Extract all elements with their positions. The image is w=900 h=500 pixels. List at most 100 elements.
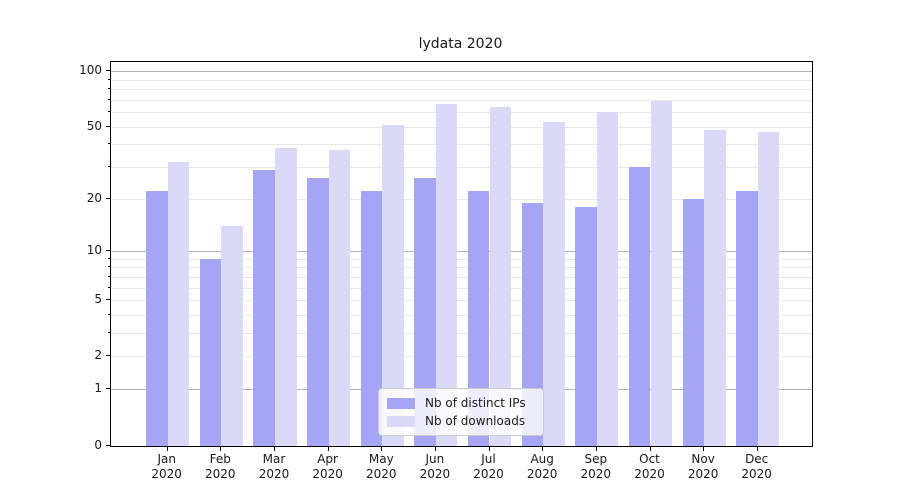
month-name: Nov [691,451,715,466]
bar-distinct-ips [360,191,383,446]
x-axis-month-label: Mar 2020 [246,452,302,482]
x-axis-month-label: Feb 2020 [192,452,248,482]
month-name: Feb [209,451,231,466]
x-tick-mark [488,446,490,451]
bar-downloads [543,121,565,446]
y-axis-tick-label: 100 [79,63,102,78]
y-gridline-minor [111,198,812,200]
month-year: 2020 [151,466,182,481]
y-axis-tick-label: 10 [86,243,102,257]
y-minor-tick-mark [108,355,110,357]
x-tick-mark [542,446,544,451]
y-minor-tick-mark [108,266,110,268]
x-tick-mark [649,446,651,451]
bar-downloads [167,161,190,446]
y-gridline-minor [111,258,812,260]
bar-distinct-ips [467,191,490,446]
bar-downloads [275,148,297,446]
y-gridline-minor [111,144,812,146]
x-axis-month-label: Jan 2020 [139,452,195,482]
legend-item-distinct-ips: Nb of distinct IPs [379,396,543,410]
y-minor-tick-mark [108,197,110,199]
month-year: 2020 [312,466,343,481]
y-gridline-major [111,251,812,252]
y-axis-tick-label: 50 [86,118,102,133]
month-year: 2020 [419,466,451,481]
bar-downloads [435,104,458,446]
month-name: Oct [639,451,660,466]
x-axis-month-label: May 2020 [353,452,409,482]
legend-item-downloads: Nb of downloads [379,414,543,428]
y-minor-tick-mark [108,165,110,167]
y-tick-mark [106,70,110,72]
month-year: 2020 [526,466,558,481]
month-name: Jul [481,451,496,466]
bar-distinct-ips [199,258,222,446]
y-gridline-minor [111,166,812,168]
y-tick-mark [106,125,110,127]
y-axis-tick-label: 20 [86,190,102,205]
x-axis-month-label: Aug 2020 [514,452,570,482]
bar-distinct-ips [146,191,168,446]
y-tick-mark [106,299,110,301]
y-minor-tick-mark [108,286,110,288]
y-gridline-minor [111,276,812,278]
month-name: Sep [584,451,608,466]
y-gridline-minor [111,287,812,289]
legend-swatch-downloads [387,415,415,427]
x-axis-month-label: Jun 2020 [407,452,463,482]
month-year: 2020 [634,466,665,481]
plot-area [110,61,813,447]
legend-swatch-distinct-ips [387,397,415,409]
bar-downloads [489,106,512,446]
x-tick-mark [756,446,758,451]
month-name: Dec [745,451,769,466]
month-name: Apr [317,451,338,466]
y-tick-mark [106,444,110,446]
x-tick-mark [220,446,222,451]
y-gridline-minor [111,79,812,81]
y-minor-tick-mark [108,313,110,315]
y-gridline-minor [111,267,812,269]
y-minor-tick-mark [108,78,110,80]
y-minor-tick-mark [108,275,110,277]
x-tick-mark [381,446,383,451]
x-axis-month-label: Apr 2020 [300,452,356,482]
y-gridline-minor [111,300,812,302]
month-name: Jun [425,451,445,466]
bar-distinct-ips [307,178,329,446]
y-minor-tick-mark [108,98,110,100]
month-year: 2020 [473,466,504,481]
chart-title: lydata 2020 [418,36,503,52]
bar-distinct-ips [736,191,758,446]
y-minor-tick-mark [108,332,110,333]
month-year: 2020 [741,466,772,481]
bar-distinct-ips [628,166,651,446]
bar-downloads [382,125,404,446]
y-gridline-minor [111,89,812,90]
x-axis-month-label: Nov 2020 [675,452,731,482]
y-axis-tick-label: 0 [94,437,102,452]
bar-downloads [650,100,673,446]
month-year: 2020 [366,466,397,481]
month-name: May [368,451,394,466]
x-tick-mark [595,446,597,451]
bar-distinct-ips [253,169,275,446]
legend-label-distinct-ips: Nb of distinct IPs [425,396,526,410]
x-tick-mark [327,446,329,451]
month-year: 2020 [580,466,612,481]
y-minor-tick-mark [108,257,110,259]
x-tick-mark [166,446,168,451]
x-axis-month-label: Sep 2020 [568,452,624,482]
legend-label-downloads: Nb of downloads [425,414,526,428]
y-tick-mark [106,250,110,251]
legend: Nb of distinct IPs Nb of downloads [378,388,544,436]
bar-distinct-ips [682,198,705,446]
month-name: Mar [262,451,286,466]
month-name: Aug [530,451,554,466]
month-year: 2020 [258,466,290,481]
month-year: 2020 [687,466,719,481]
month-name: Jan [157,451,176,466]
y-minor-tick-mark [108,143,110,145]
